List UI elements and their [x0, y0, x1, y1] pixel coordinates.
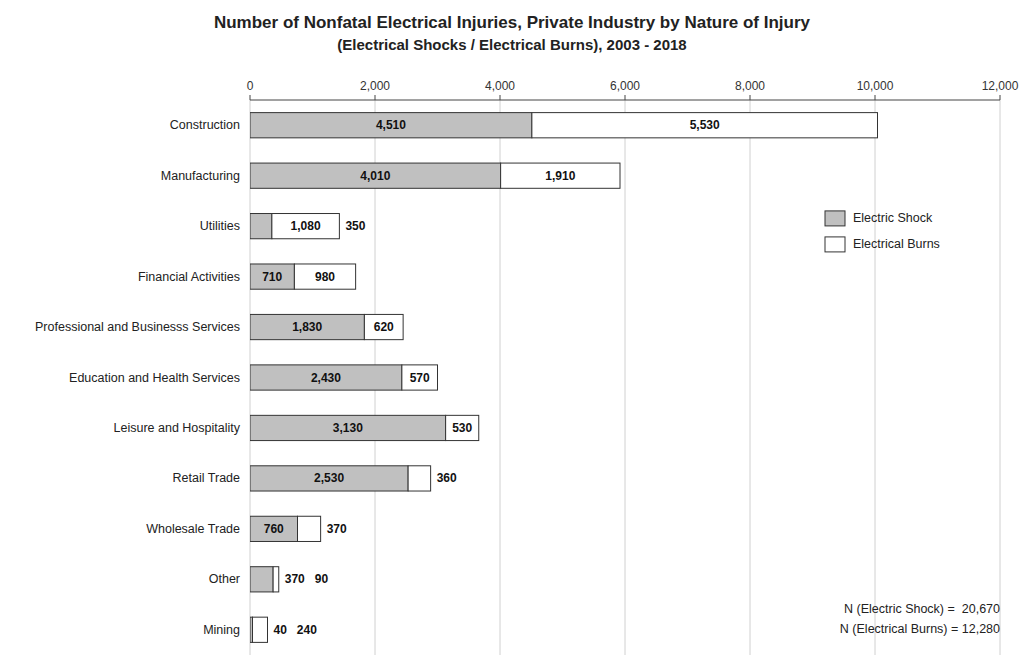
bar: [364, 314, 403, 339]
bar: [250, 113, 532, 138]
bar: [408, 466, 431, 491]
bars: [250, 113, 878, 643]
tick-mark: [500, 95, 501, 100]
bar: [250, 466, 408, 491]
annotation: N (Electric Shock) = 20,670: [844, 602, 1000, 616]
bar: [250, 415, 446, 440]
tick-mark: [875, 95, 876, 100]
category-label: Education and Health Services: [69, 371, 240, 385]
bar: [250, 314, 364, 339]
category-label: Wholesale Trade: [146, 522, 240, 536]
bar: [446, 415, 479, 440]
category-label: Other: [209, 572, 240, 586]
category-label: Retail Trade: [173, 471, 240, 485]
tick-label: 6,000: [610, 79, 640, 93]
bar: [250, 264, 294, 289]
bar: [250, 567, 273, 592]
annotation: N (Electrical Burns) = 12,280: [840, 622, 1000, 636]
bar: [532, 113, 878, 138]
data-label: 370: [285, 572, 305, 586]
data-label: 760: [264, 522, 284, 536]
grid-line: [875, 100, 876, 655]
bar: [250, 214, 272, 239]
legend-swatch: [825, 237, 845, 252]
bar: [294, 264, 355, 289]
tick-mark: [750, 95, 751, 100]
data-labels: 4,510 5,530 4,010 1,910 350 1,080 710 980 1,830 6…: [262, 118, 720, 637]
tick-label: 8,000: [735, 79, 765, 93]
tick-label: 2,000: [360, 79, 390, 93]
tick-label: 10,000: [857, 79, 894, 93]
data-label: 350: [345, 219, 365, 233]
bar: [402, 365, 438, 390]
bar: [253, 617, 268, 642]
bar: [501, 163, 620, 188]
data-label: 240: [297, 623, 317, 637]
bar: [272, 214, 340, 239]
grid: [250, 100, 1000, 655]
data-label: 2,530: [314, 471, 344, 485]
legend-label: Electric Shock: [853, 211, 933, 225]
chart: Number of Nonfatal Electrical Injuries, …: [0, 0, 1024, 672]
bar: [250, 163, 501, 188]
grid-line: [1000, 100, 1001, 655]
legend: Electric Shock Electrical Burns: [825, 211, 940, 252]
tick-mark: [250, 95, 251, 100]
category-label: Professional and Businesss Services: [35, 320, 240, 334]
data-label: 710: [262, 270, 282, 284]
data-label: 980: [315, 270, 335, 284]
tick-mark: [375, 95, 376, 100]
data-label: 3,130: [333, 421, 363, 435]
data-label: 5,530: [690, 118, 720, 132]
data-label: 1,080: [291, 219, 321, 233]
data-label: 620: [374, 320, 394, 334]
data-label: 570: [410, 371, 430, 385]
category-label: Financial Activities: [138, 270, 240, 284]
bar: [273, 567, 279, 592]
tick-label: 0: [247, 79, 254, 93]
tick-label: 4,000: [485, 79, 515, 93]
data-label: 2,430: [311, 371, 341, 385]
category-label: Utilities: [200, 219, 240, 233]
data-label: 4,010: [360, 169, 390, 183]
title: Number of Nonfatal Electrical Injuries, …: [214, 13, 811, 32]
tick-label: 12,000: [982, 79, 1019, 93]
data-label: 370: [327, 522, 347, 536]
category-label: Construction: [170, 118, 240, 132]
grid-line: [625, 100, 626, 655]
subtitle: (Electrical Shocks / Electrical Burns), …: [337, 36, 686, 53]
data-label: 40: [274, 623, 288, 637]
data-label: 4,510: [376, 118, 406, 132]
data-label: 530: [452, 421, 472, 435]
legend-swatch: [825, 211, 845, 226]
bar: [298, 516, 321, 541]
data-label: 1,910: [545, 169, 575, 183]
category-label: Mining: [203, 623, 240, 637]
category-label: Leisure and Hospitality: [114, 421, 241, 435]
legend-label: Electrical Burns: [853, 237, 940, 251]
axis-line: [250, 100, 1000, 101]
data-label: 360: [437, 471, 457, 485]
data-label: 1,830: [292, 320, 322, 334]
category-label: Manufacturing: [161, 169, 240, 183]
tick-mark: [625, 95, 626, 100]
bar: [250, 516, 298, 541]
data-label: 90: [315, 572, 329, 586]
bar: [250, 365, 402, 390]
tick-mark: [1000, 95, 1001, 100]
grid-line: [750, 100, 751, 655]
